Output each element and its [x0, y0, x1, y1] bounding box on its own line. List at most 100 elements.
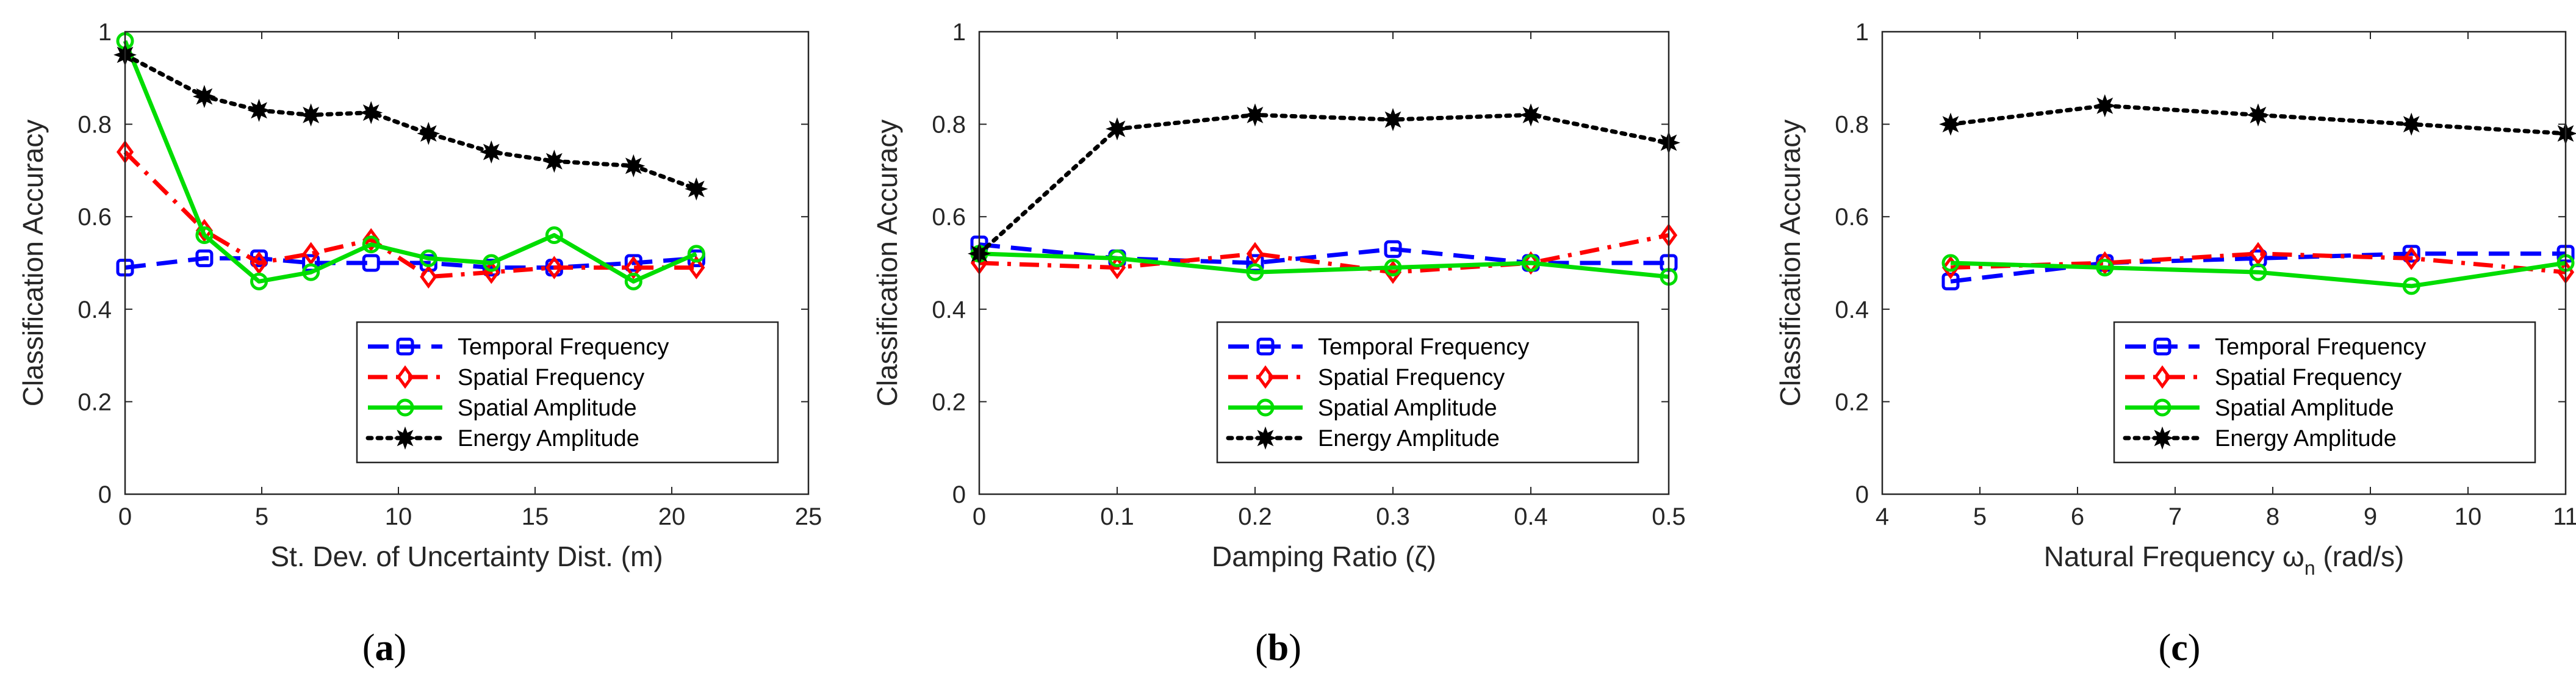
legend: Temporal Frequency Spatial Frequency Spati… [2113, 321, 2536, 464]
legend-marker [2153, 337, 2171, 356]
data-point [1243, 103, 1267, 127]
legend-label: Spatial Frequency [2215, 365, 2402, 390]
series-line [979, 251, 1669, 279]
legend-entry: Spatial Amplitude [368, 395, 637, 421]
legend-entry: Temporal Frequency [1228, 334, 1529, 360]
y-tick-label: 1 [1855, 19, 1869, 46]
panel-open-c: ( [2159, 627, 2171, 669]
x-axis-label: St. Dev. of Uncertainty Dist. (m) [270, 541, 663, 572]
data-point [687, 245, 705, 263]
y-axis-label: Classification Accuracy [1774, 120, 1806, 406]
data-point [2096, 259, 2114, 277]
data-point [688, 256, 705, 279]
legend-label: Spatial Frequency [1318, 365, 1505, 390]
data-point [419, 249, 437, 267]
panel-caption-a: (a) [362, 627, 406, 669]
series-line [1950, 261, 2566, 289]
x-tick-label: 4 [1876, 503, 1889, 530]
data-point [482, 254, 500, 272]
legend-marker [1256, 337, 1275, 356]
legend-marker [1256, 365, 1275, 389]
y-tick-label: 0 [98, 481, 112, 508]
plot-frame [978, 31, 1670, 495]
legend: Temporal Frequency Spatial Frequency Spati… [1216, 321, 1639, 464]
data-point [542, 149, 566, 173]
data-point [302, 242, 320, 266]
data-point [192, 85, 216, 109]
y-tick-label: 0.4 [77, 297, 112, 323]
data-point [625, 256, 642, 279]
legend-entry: Energy Amplitude [365, 426, 639, 451]
data-point [362, 228, 380, 252]
data-point [1246, 263, 1264, 281]
data-point [622, 154, 646, 178]
legend-label: Energy Amplitude [1318, 426, 1500, 451]
data-point [1939, 112, 1962, 136]
captions-layer: (a) (b) (c) [362, 627, 2201, 669]
x-tick-label: 15 [522, 503, 549, 530]
y-tick-label: 0 [1855, 481, 1869, 508]
panel-letter-b: b [1268, 627, 1289, 669]
data-point [2247, 103, 2270, 127]
legend-entry: Energy Amplitude [2123, 426, 2397, 451]
x-tick-label: 10 [2455, 503, 2482, 530]
data-point [359, 101, 383, 124]
legend-marker [396, 337, 414, 356]
data-point [624, 272, 642, 290]
y-axis-label: Classification Accuracy [871, 120, 903, 406]
series-energy-amplitude [113, 43, 708, 201]
x-axis-label-sub: n [2304, 557, 2315, 579]
panel-caption-c: (c) [2159, 627, 2201, 669]
legend-marker [1256, 398, 1275, 417]
legend-label: Energy Amplitude [458, 426, 639, 451]
x-axis-label-main: Natural Frequency ω [2044, 541, 2304, 572]
legend-label: Temporal Frequency [458, 334, 669, 360]
data-point [1384, 259, 1402, 277]
x-tick-label: 5 [1973, 503, 1987, 530]
data-point [1941, 272, 1960, 290]
series-spatial-amplitude [116, 32, 705, 290]
legend-label: Temporal Frequency [1318, 334, 1529, 360]
y-tick-label: 1 [952, 19, 966, 46]
x-axis-label: Natural Frequency ωn (rad/s) [2044, 541, 2405, 579]
x-tick-label: 6 [2071, 503, 2084, 530]
series-spatial-amplitude [1941, 254, 2575, 295]
chart-panel-b: 0 0.1 0.2 0.3 0.4 0.5 0 0.2 0.4 0.6 0.8 1 Damping Ra… [871, 19, 1686, 572]
y-tick-label: 1 [98, 19, 112, 46]
panel-close-c: ) [2188, 627, 2201, 669]
legend-entry: Temporal Frequency [368, 334, 669, 360]
panel-close-a: ) [394, 627, 407, 669]
panel-open-b: ( [1255, 627, 1268, 669]
x-tick-label: 5 [255, 503, 268, 530]
series-line [977, 112, 1671, 256]
data-point [250, 272, 268, 290]
panel-open-a: ( [362, 627, 375, 669]
y-axis-label: Classification Accuracy [17, 120, 49, 406]
data-point [250, 251, 268, 275]
x-axis-label: Damping Ratio (ζ) [1212, 541, 1436, 572]
x-tick-label: 0.5 [1652, 503, 1686, 530]
legend-label: Spatial Amplitude [458, 395, 637, 421]
data-point [247, 98, 271, 122]
y-tick-label: 0.2 [932, 389, 966, 415]
y-tick-label: 0.4 [932, 297, 966, 323]
data-point [2403, 246, 2420, 270]
data-point [545, 256, 563, 279]
legend-marker [2153, 398, 2171, 417]
data-point [1522, 251, 1540, 275]
data-point [685, 177, 708, 201]
data-point [1522, 254, 1540, 272]
legend-entry: Spatial Frequency [368, 365, 644, 390]
data-point [2249, 242, 2267, 266]
data-point [417, 121, 441, 145]
data-point [2096, 251, 2114, 275]
y-tick-label: 0.8 [77, 112, 112, 138]
legend-entry: Energy Amplitude [1226, 426, 1500, 451]
x-tick-label: 0 [973, 503, 986, 530]
legend-entry: Spatial Frequency [2125, 365, 2402, 390]
x-tick-label: 20 [658, 503, 686, 530]
data-point [2402, 245, 2420, 263]
legend-entry: Temporal Frequency [2125, 334, 2426, 360]
y-tick-label: 0 [952, 481, 966, 508]
legend-label: Energy Amplitude [2215, 426, 2397, 451]
